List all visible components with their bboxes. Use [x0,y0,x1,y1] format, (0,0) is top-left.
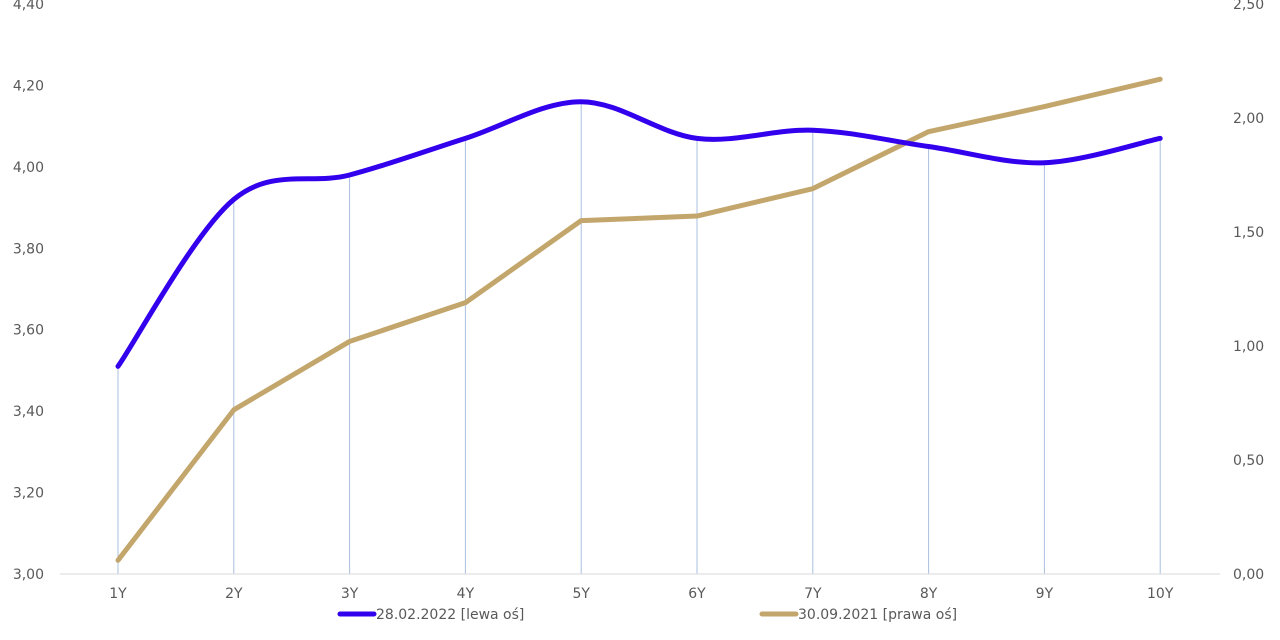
x-tick-label: 2Y [225,586,243,602]
right-y-tick-label: 0,00 [1233,567,1264,583]
right-y-tick-label: 0,50 [1233,453,1264,469]
left-y-tick-label: 3,40 [13,404,44,420]
left-y-tick-label: 3,20 [13,486,44,502]
x-tick-label: 8Y [920,586,938,602]
x-tick-label: 6Y [688,586,706,602]
x-tick-label: 7Y [804,586,822,602]
legend-label: 30.09.2021 [prawa oś] [798,607,957,623]
x-tick-label: 4Y [457,586,475,602]
series-line-30-09-2021 [115,76,1163,563]
left-y-tick-label: 3,60 [13,323,44,339]
right-y-tick-label: 2,50 [1233,0,1264,13]
series-lines [115,76,1163,563]
left-y-tick-label: 3,80 [13,241,44,257]
legend: 28.02.2022 [lewa oś] 30.09.2021 [prawa oś… [337,607,957,623]
gridlines [117,101,1161,574]
x-tick-label: 10Y [1147,586,1174,602]
legend-item-30-09-2021: 30.09.2021 [prawa oś] [759,607,957,623]
legend-item-28-02-2022: 28.02.2022 [lewa oś] [337,607,524,623]
left-y-tick-label: 4,20 [13,78,44,94]
right-y-tick-label: 1,50 [1233,225,1264,241]
right-y-tick-label: 2,00 [1233,111,1264,127]
axes: 1Y 2Y 3Y 4Y 5Y 6Y 7Y 8Y 9Y 10Y 3,00 3,20 3,40 3,60 3,8… [13,0,1264,602]
left-y-tick-label: 3,00 [13,567,44,583]
left-y-tick-label: 4,40 [13,0,44,13]
left-y-tick-label: 4,00 [13,160,44,176]
x-tick-label: 5Y [572,586,590,602]
series-line-28-02-2022 [115,99,1163,369]
x-tick-label: 9Y [1036,586,1054,602]
x-tick-label: 3Y [341,586,359,602]
legend-label: 28.02.2022 [lewa oś] [376,607,524,623]
x-tick-label: 1Y [109,586,127,602]
right-y-tick-label: 1,00 [1233,339,1264,355]
